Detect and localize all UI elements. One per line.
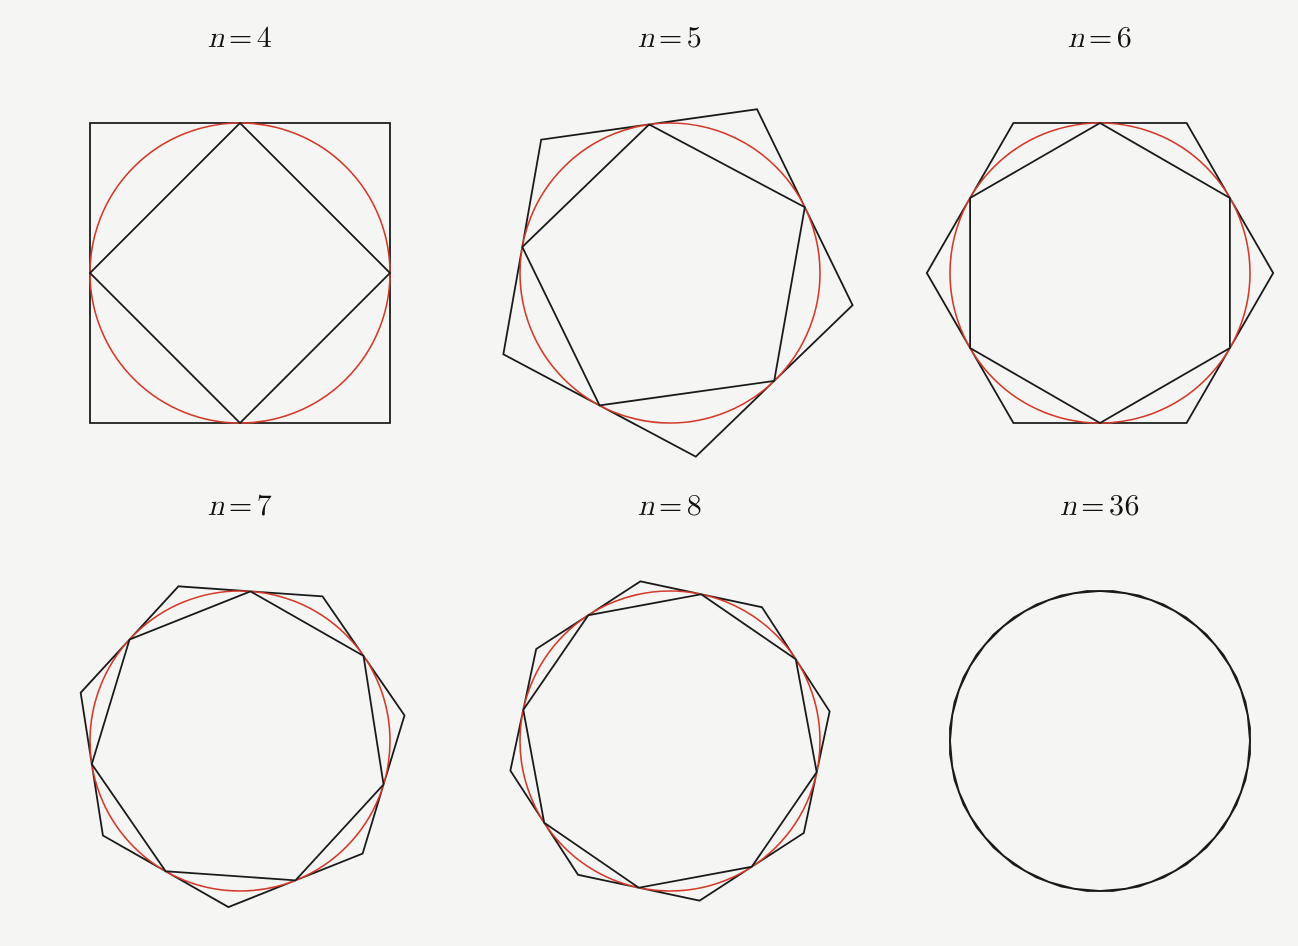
- panel-label: n=7: [208, 488, 273, 524]
- inscribed-polygon: [970, 123, 1230, 423]
- circumscribed-polygon: [81, 586, 405, 907]
- figure-grid: n=4n=5n=6n=7n=8n=36: [0, 0, 1298, 888]
- label-equals: =: [225, 23, 257, 53]
- panel-svg: [30, 526, 450, 946]
- inscribed-polygon: [92, 591, 384, 880]
- inscribed-polygon: [950, 591, 1250, 891]
- reference-circle: [520, 591, 820, 891]
- panel-svg: [890, 526, 1298, 946]
- label-equals: =: [1085, 23, 1117, 53]
- inscribed-polygon: [523, 594, 816, 887]
- panel-label: n=36: [1060, 488, 1140, 524]
- label-var: n: [208, 23, 225, 53]
- panel-label: n=4: [208, 20, 273, 56]
- circumscribed-polygon: [90, 123, 390, 423]
- reference-circle: [950, 123, 1250, 423]
- reference-circle: [90, 123, 390, 423]
- label-equals: =: [1077, 491, 1109, 521]
- panel-svg: [30, 58, 450, 478]
- panel-n-8: n=8: [460, 488, 880, 946]
- label-n-value: 5: [687, 23, 703, 53]
- panel-label: n=8: [638, 488, 703, 524]
- label-n-value: 7: [257, 491, 273, 521]
- label-equals: =: [655, 23, 687, 53]
- label-var: n: [1068, 23, 1085, 53]
- label-var: n: [638, 491, 655, 521]
- label-equals: =: [225, 491, 257, 521]
- panel-svg: [460, 526, 880, 946]
- circumscribed-polygon: [510, 581, 829, 900]
- panel-n-5: n=5: [460, 20, 880, 478]
- label-n-value: 8: [687, 491, 703, 521]
- label-n-value: 36: [1109, 491, 1140, 521]
- panel-n-7: n=7: [30, 488, 450, 946]
- label-var: n: [208, 491, 225, 521]
- circumscribed-polygon: [950, 591, 1250, 891]
- panel-label: n=6: [1068, 20, 1133, 56]
- panel-svg: [460, 58, 880, 478]
- inscribed-polygon: [90, 123, 390, 423]
- panel-n-6: n=6: [890, 20, 1298, 478]
- label-var: n: [638, 23, 655, 53]
- panel-n-36: n=36: [890, 488, 1298, 946]
- panel-svg: [890, 58, 1298, 478]
- panel-label: n=5: [638, 20, 703, 56]
- label-var: n: [1060, 491, 1077, 521]
- label-n-value: 4: [257, 23, 273, 53]
- circumscribed-polygon: [927, 123, 1273, 423]
- label-n-value: 6: [1117, 23, 1133, 53]
- reference-circle: [90, 591, 390, 891]
- label-equals: =: [655, 491, 687, 521]
- circumscribed-polygon: [503, 109, 852, 456]
- panel-n-4: n=4: [30, 20, 450, 478]
